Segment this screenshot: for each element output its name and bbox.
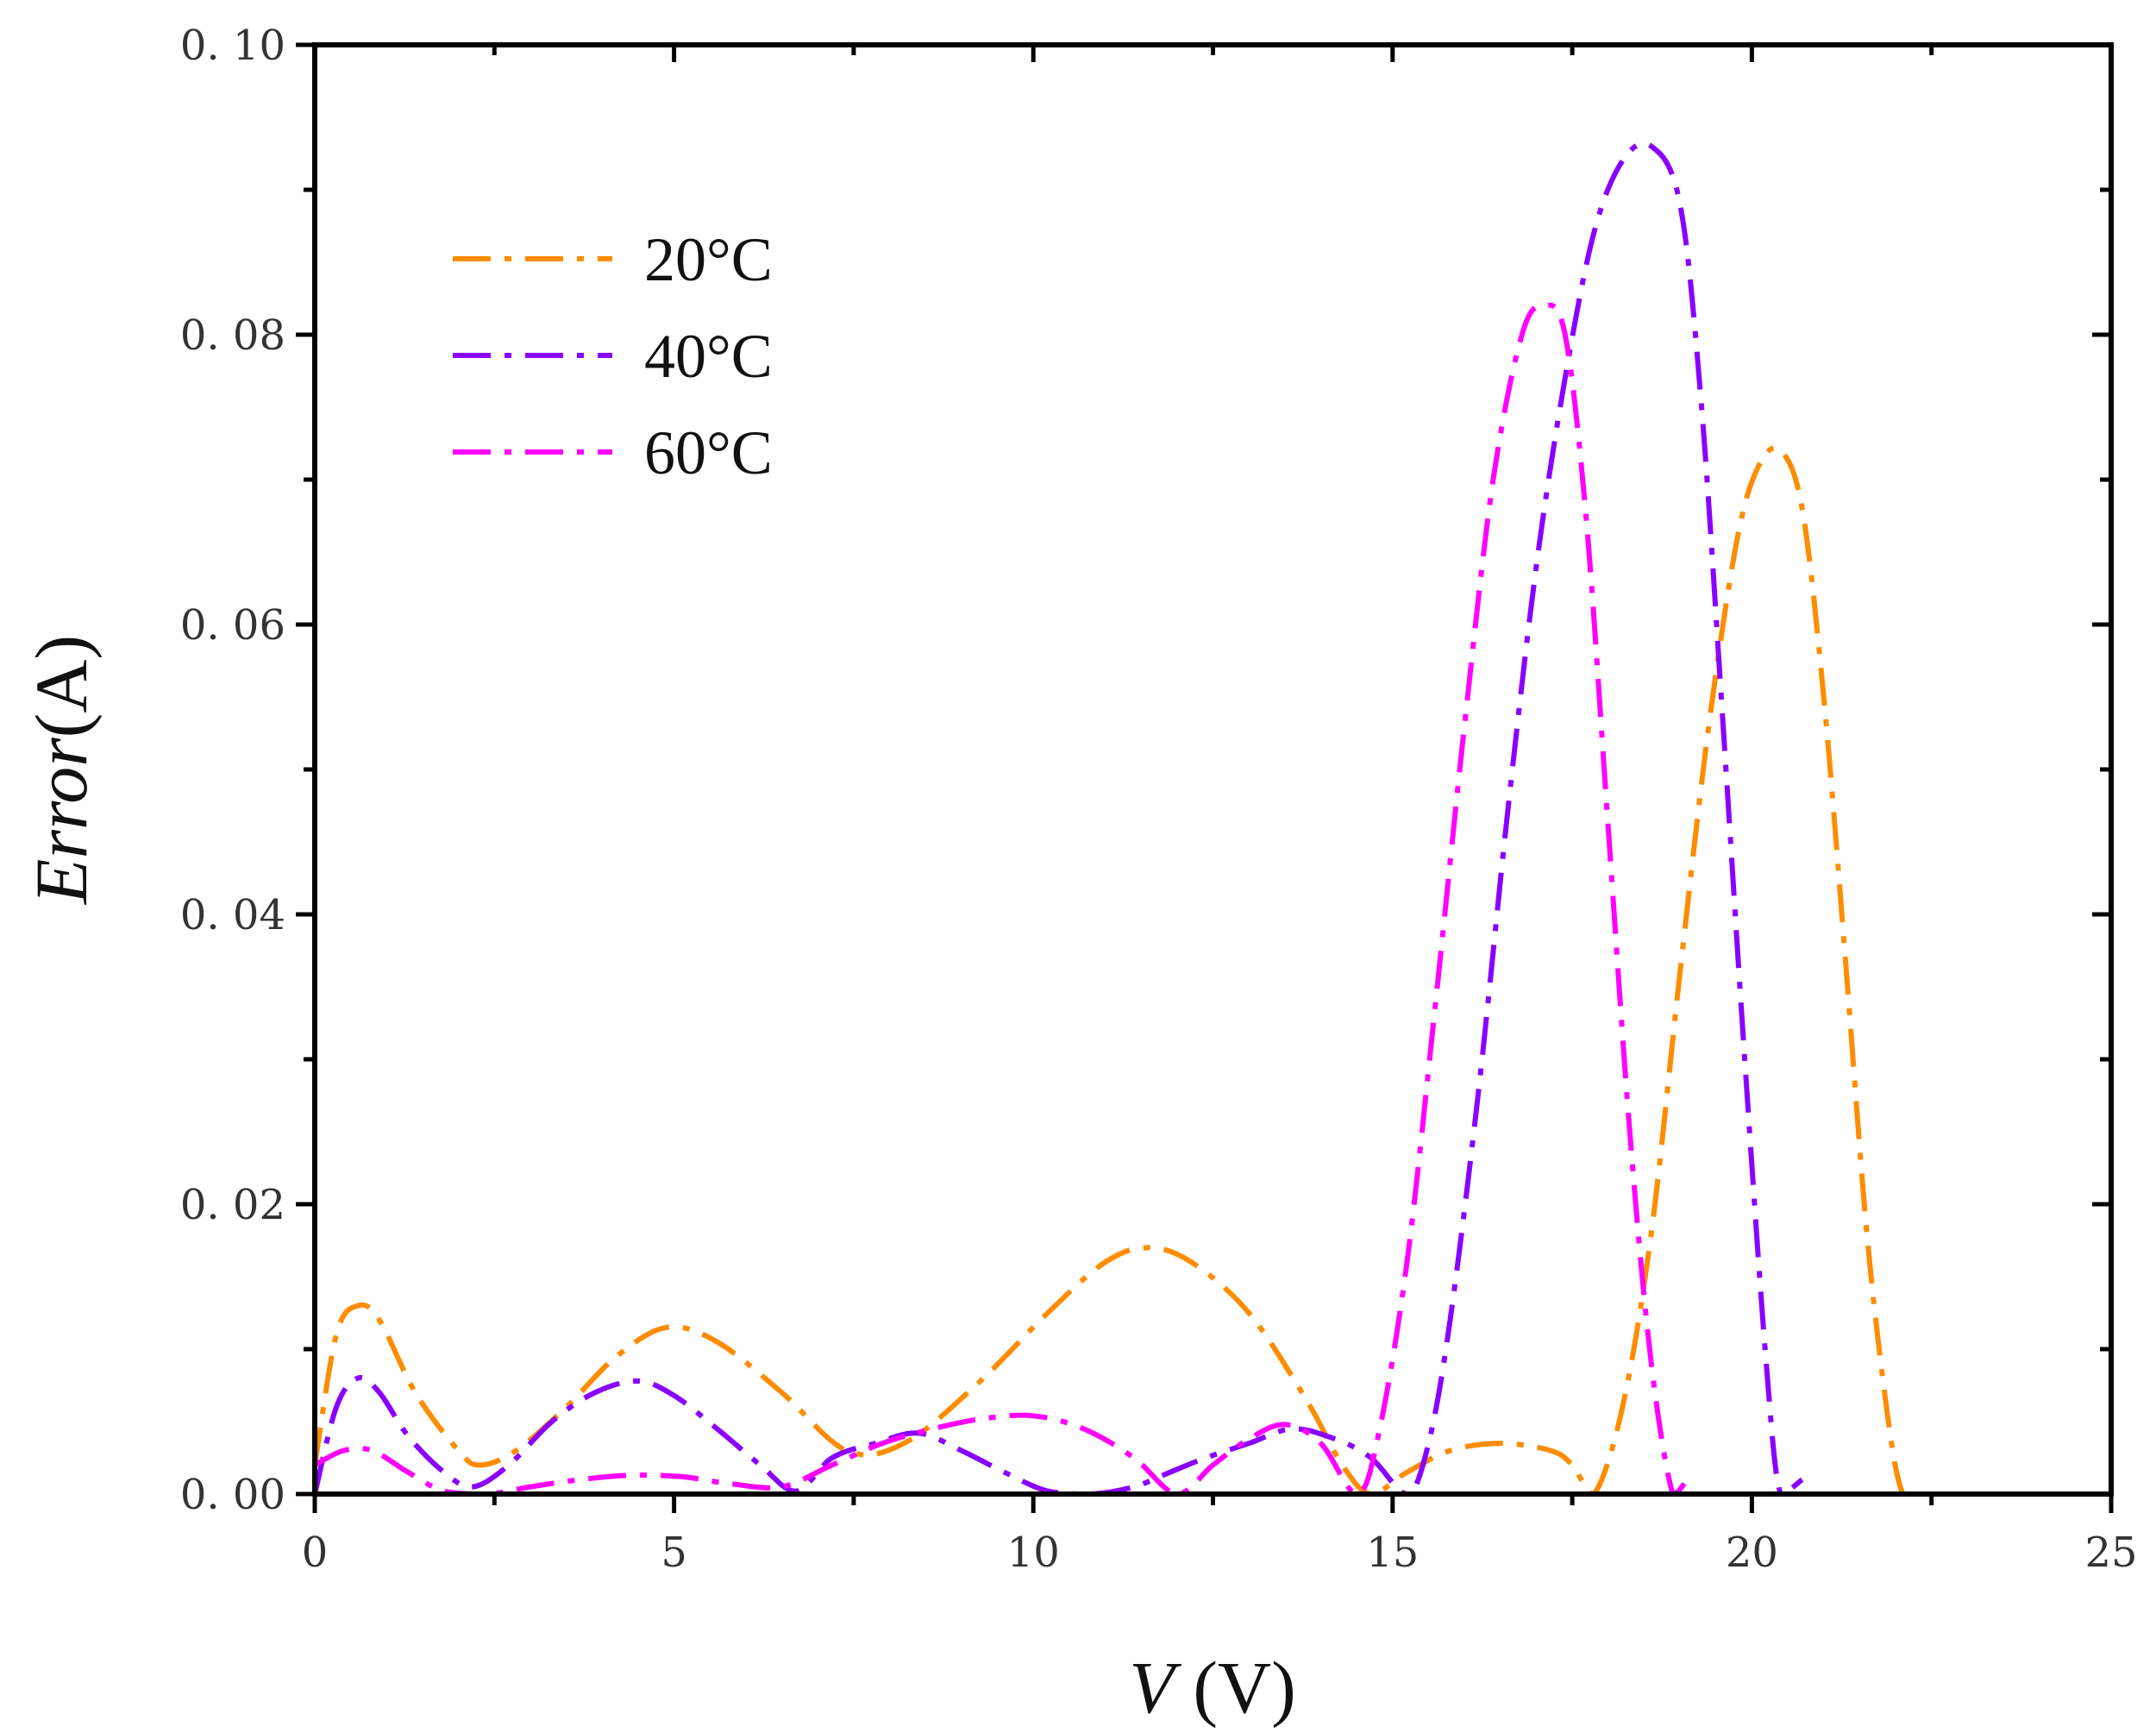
y-axis-title-italic: Error [20, 738, 103, 906]
y-tick-label: 0. 06 [180, 601, 285, 650]
x-axis-title-italic: V [1129, 1646, 1181, 1729]
series-line-3 [313, 302, 1689, 1497]
y-tick-label: 0. 00 [180, 1471, 285, 1519]
series-line-1 [312, 445, 1917, 1498]
y-tick-label: 0. 10 [180, 22, 285, 70]
y-tick-label: 0. 04 [180, 891, 285, 939]
series-line-2 [312, 141, 1804, 1497]
x-tick-label: 25 [2084, 1529, 2137, 1577]
x-tick-label: 10 [1007, 1529, 1060, 1577]
x-tick-label: 20 [1726, 1529, 1778, 1577]
legend-label-3: 60°C [644, 418, 773, 487]
y-tick-label: 0. 02 [180, 1181, 285, 1229]
legend-label-1: 20°C [644, 225, 773, 294]
x-tick-label: 5 [661, 1529, 687, 1577]
x-tick-label: 0 [302, 1529, 329, 1577]
x-tick-label: 15 [1366, 1529, 1419, 1577]
series-layer [312, 141, 1917, 1498]
y-axis-ticks: 0. 00 0. 02 0. 04 0. 06 0. 08 0. 10 [180, 22, 2111, 1519]
y-tick-label: 0. 08 [180, 311, 285, 360]
y-axis-title: Error(A) [20, 635, 103, 906]
y-axis-title-unit: (A) [20, 635, 103, 738]
legend: 20°C 40°C 60°C [453, 225, 773, 487]
x-axis-title-unit: (V) [1175, 1646, 1296, 1729]
x-axis-ticks: 0 5 10 15 20 25 [302, 45, 2138, 1577]
legend-label-2: 40°C [644, 322, 773, 391]
x-axis-title: V (V) [1129, 1646, 1295, 1729]
